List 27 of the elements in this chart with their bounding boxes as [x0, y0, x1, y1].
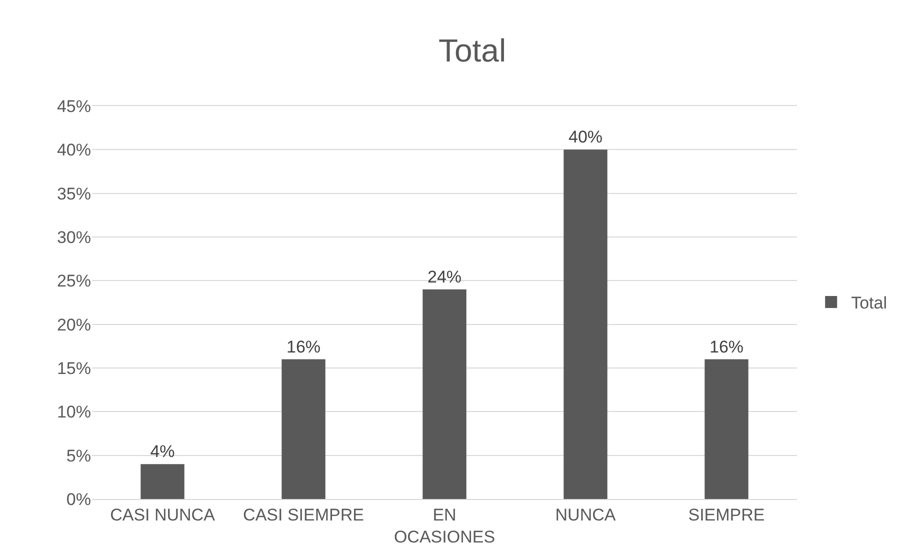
data-label: 16% [286, 337, 321, 356]
y-tick-label: 35% [56, 184, 91, 204]
data-label: 40% [568, 128, 603, 147]
y-tick-label: 45% [56, 96, 91, 116]
y-tick-label: 5% [66, 446, 91, 466]
legend-label: Total [851, 294, 888, 313]
y-tick-label: 15% [56, 358, 91, 378]
x-tick-label: CASI SIEMPRE [243, 505, 364, 524]
x-tick-label: EN OCASIONES [394, 505, 496, 546]
x-tick-label: CASI NUNCA [110, 505, 216, 524]
y-tick-label: 40% [56, 140, 91, 160]
y-tick-label: 25% [56, 272, 91, 291]
data-label: 16% [709, 337, 744, 356]
y-tick-label: 20% [56, 315, 91, 334]
x-tick-label: NUNCA [555, 505, 616, 524]
bar [282, 359, 326, 499]
data-label: 4% [150, 442, 175, 462]
x-tick-label: SIEMPRE [688, 505, 765, 524]
data-label: 24% [427, 267, 462, 286]
bar [564, 150, 608, 499]
bar [140, 464, 184, 499]
y-tick-label: 30% [56, 228, 91, 247]
bar [422, 289, 466, 499]
chart-title: Total [438, 32, 506, 69]
y-tick-label: 0% [66, 490, 91, 509]
bar [704, 359, 748, 499]
y-tick-label: 10% [56, 402, 91, 422]
